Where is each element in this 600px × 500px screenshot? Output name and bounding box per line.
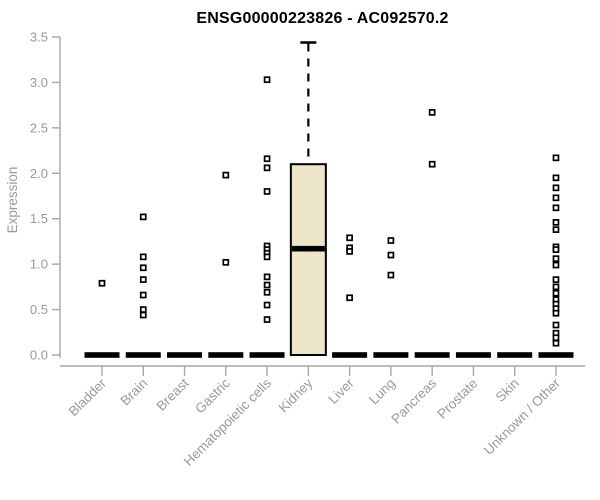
outlier-point xyxy=(346,248,353,255)
outlier-point xyxy=(98,279,106,287)
outlier-point xyxy=(552,261,560,269)
outlier-point xyxy=(139,291,147,299)
box xyxy=(289,163,327,356)
outlier-point xyxy=(222,171,230,179)
x-category-label: Prostate xyxy=(434,376,480,422)
outlier-point xyxy=(428,160,436,168)
zero-median-bar xyxy=(208,352,244,358)
outlier-point xyxy=(263,316,271,323)
outlier-point xyxy=(139,276,147,283)
outlier-point xyxy=(552,226,560,233)
outlier-point xyxy=(387,251,395,259)
outlier-point xyxy=(139,253,147,261)
outlier-point xyxy=(387,271,395,279)
zero-median-bar xyxy=(249,352,285,358)
y-tick-label: 2.5 xyxy=(30,120,48,135)
y-tick-label: 1.5 xyxy=(30,211,48,226)
zero-median-bar xyxy=(125,352,161,358)
median-line xyxy=(291,245,325,252)
zero-median-bar xyxy=(455,352,491,358)
outlier-point xyxy=(552,184,560,192)
zero-median-bar xyxy=(167,352,203,358)
x-category-label: Liver xyxy=(325,375,357,407)
outlier-point xyxy=(139,264,147,272)
x-category-label: Lung xyxy=(366,376,398,408)
outlier-point xyxy=(346,294,353,302)
chart-title: ENSG00000223826 - AC092570.2 xyxy=(196,10,449,27)
outlier-point xyxy=(263,288,271,296)
y-tick-label: 0.5 xyxy=(30,302,48,317)
zero-median-bar xyxy=(84,352,120,358)
outlier-point xyxy=(552,174,560,182)
outlier-point xyxy=(263,164,271,172)
zero-median-bar xyxy=(538,352,574,358)
x-category-label: Bladder xyxy=(66,375,110,419)
outlier-point xyxy=(552,289,560,297)
outlier-point xyxy=(139,213,147,221)
zero-median-bar xyxy=(332,352,368,358)
zero-median-bar xyxy=(373,352,409,358)
outlier-point xyxy=(263,301,271,309)
outlier-point xyxy=(428,109,436,116)
x-category-label: Skin xyxy=(493,376,522,405)
outlier-point xyxy=(263,76,271,84)
x-category-label: Unknown / Other xyxy=(481,375,564,458)
outlier-point xyxy=(139,306,147,313)
outlier-point xyxy=(552,334,560,342)
outlier-point xyxy=(552,246,560,253)
outlier-point xyxy=(346,234,353,242)
x-category-label: Breast xyxy=(153,375,191,413)
zero-median-bar xyxy=(414,352,450,358)
outlier-point xyxy=(552,276,560,283)
outlier-point xyxy=(387,237,395,244)
y-tick-label: 3.5 xyxy=(30,30,48,45)
outlier-point xyxy=(263,155,271,163)
outlier-point xyxy=(222,258,230,266)
x-category-label: Kidney xyxy=(276,375,316,415)
outlier-point xyxy=(552,154,560,162)
outlier-point xyxy=(552,218,560,226)
zero-median-bar xyxy=(497,352,533,358)
outlier-point xyxy=(552,194,560,202)
outlier-point xyxy=(552,255,560,263)
outlier-point xyxy=(139,311,147,319)
y-tick-label: 1.0 xyxy=(30,257,48,272)
outlier-point xyxy=(263,273,271,281)
y-tick-label: 3.0 xyxy=(30,75,48,90)
outlier-point xyxy=(263,281,271,289)
x-category-label: Gastric xyxy=(192,375,233,416)
outlier-point xyxy=(552,309,560,317)
outlier-point xyxy=(552,204,560,212)
y-tick-label: 2.0 xyxy=(30,166,48,181)
x-category-label: Pancreas xyxy=(388,375,439,426)
outlier-point xyxy=(263,188,271,195)
y-tick-label: 0.0 xyxy=(30,348,48,363)
outlier-point xyxy=(552,321,560,329)
outlier-point xyxy=(552,339,560,347)
outlier-point xyxy=(552,283,560,291)
x-category-label: Brain xyxy=(117,376,150,409)
outlier-point xyxy=(263,253,271,261)
